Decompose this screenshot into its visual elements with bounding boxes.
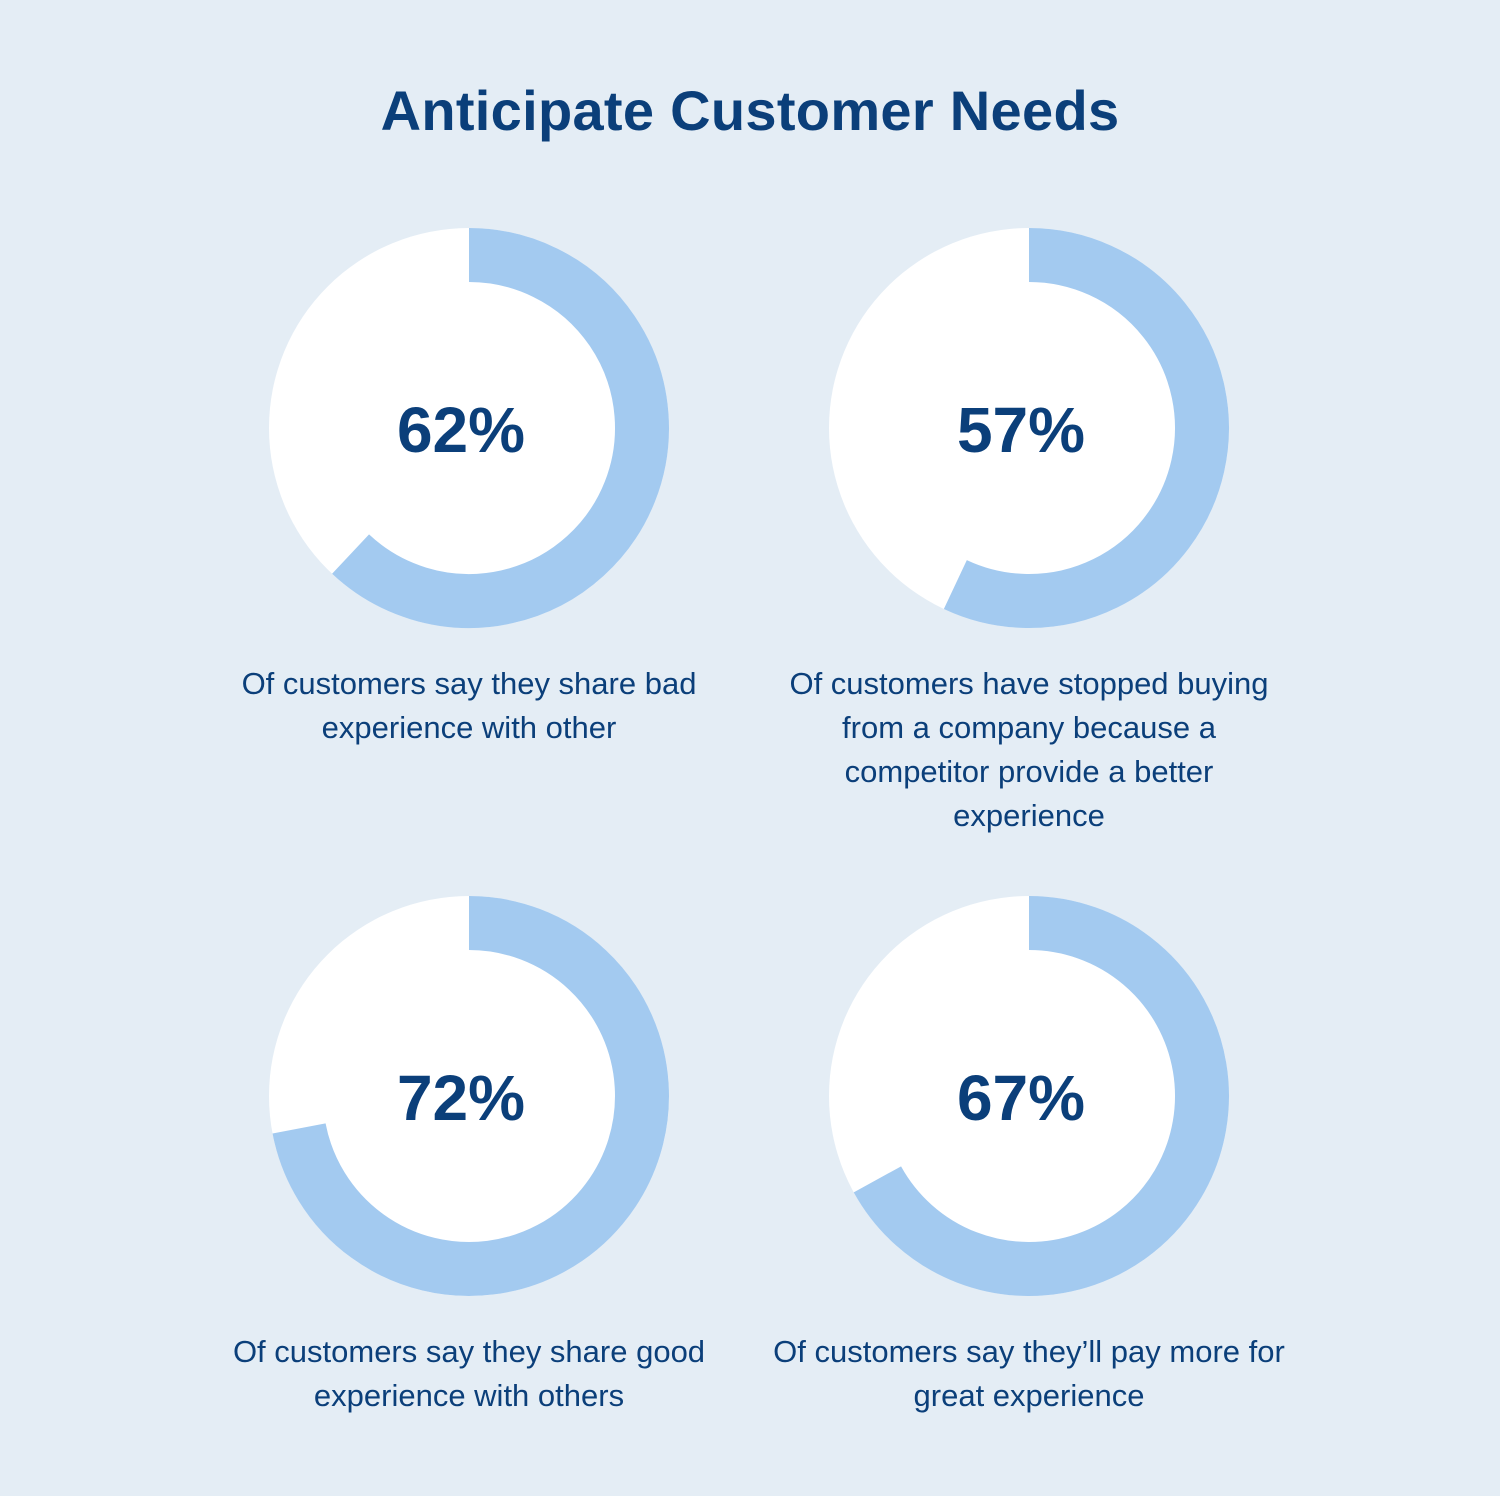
donut-caption-1: Of customers say they share bad experien… bbox=[241, 666, 697, 745]
page-title: Anticipate Customer Needs bbox=[380, 79, 1120, 142]
donut-track-2 bbox=[829, 228, 1229, 628]
donut-value-label-3: 72% bbox=[397, 1062, 525, 1134]
donut-caption-4: Of customers say they’ll pay more for gr… bbox=[773, 1334, 1285, 1413]
donut-arc-3 bbox=[272, 896, 669, 1296]
donut-track-1 bbox=[269, 228, 669, 628]
donut-value-label-4: 67% bbox=[957, 1062, 1085, 1134]
donut-arc-4 bbox=[853, 896, 1229, 1296]
donut-chart-3: 72% bbox=[269, 896, 669, 1296]
donut-chart-1: 62% bbox=[269, 228, 669, 628]
donut-arc-1 bbox=[332, 228, 669, 628]
donut-charts: 62% 57% 72% 67% bbox=[269, 228, 1229, 1296]
donut-caption-3: Of customers say they share good experie… bbox=[232, 1334, 706, 1413]
donut-chart-2: 57% bbox=[829, 228, 1229, 628]
donut-chart-4: 67% bbox=[829, 896, 1229, 1296]
donut-value-label-2: 57% bbox=[957, 394, 1085, 466]
donut-track-4 bbox=[829, 896, 1229, 1296]
donut-track-3 bbox=[269, 896, 669, 1296]
donut-arc-2 bbox=[943, 228, 1229, 628]
donut-caption-2: Of customers have stopped buying from a … bbox=[789, 666, 1269, 833]
donut-value-label-1: 62% bbox=[397, 394, 525, 466]
